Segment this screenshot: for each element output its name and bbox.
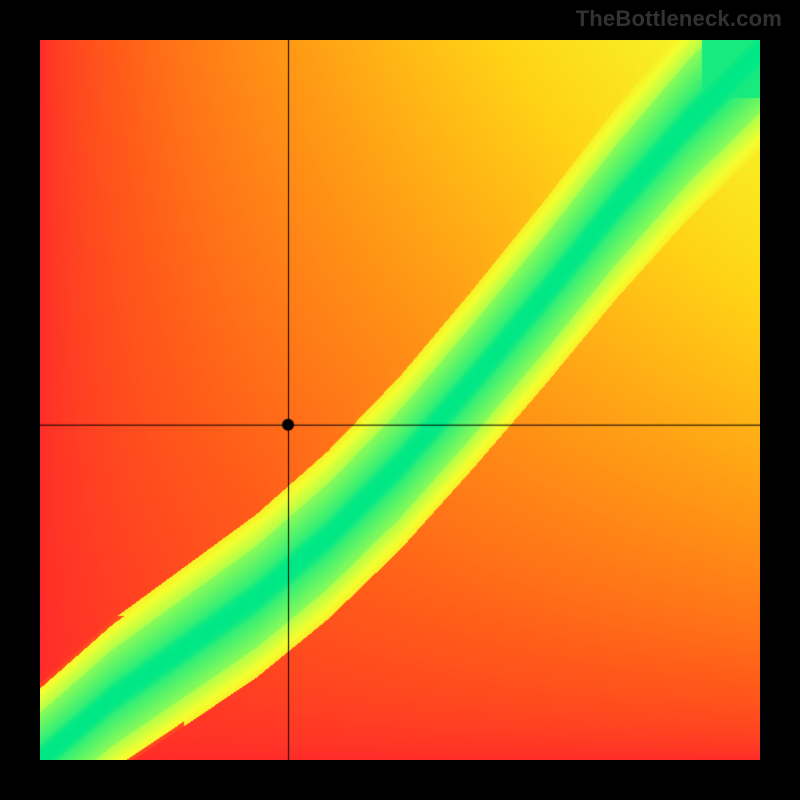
- chart-container: TheBottleneck.com: [0, 0, 800, 800]
- watermark-text: TheBottleneck.com: [576, 6, 782, 32]
- heatmap-canvas: [40, 40, 760, 760]
